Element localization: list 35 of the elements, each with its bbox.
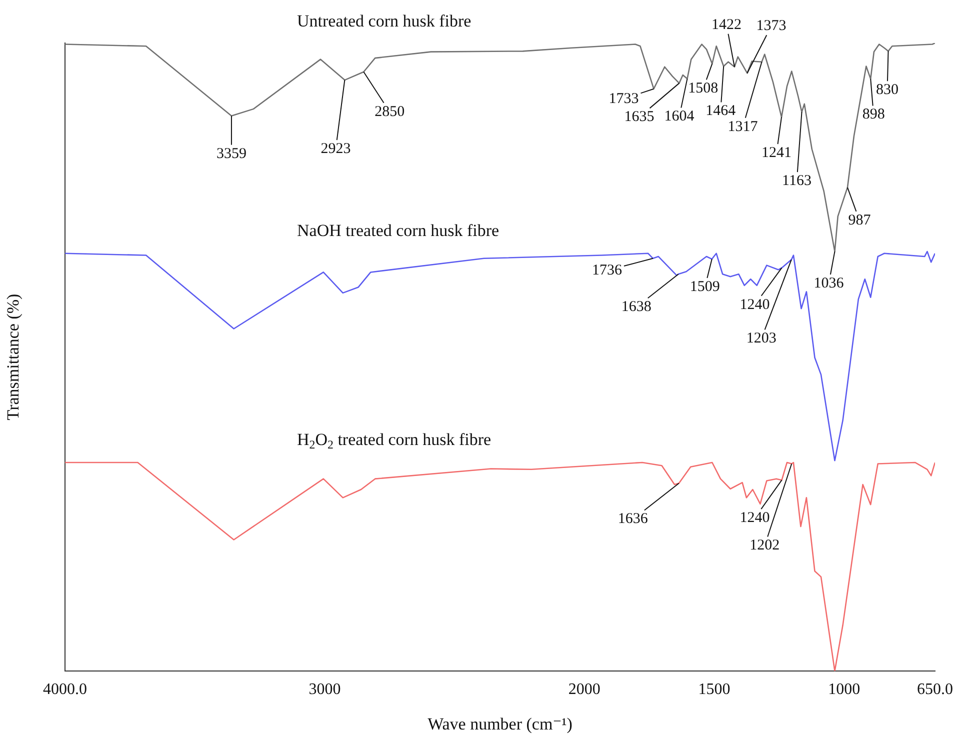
annotation: 1604 — [664, 108, 695, 125]
annotation: 1508 — [688, 80, 718, 97]
series-label: NaOH treated corn husk fibre — [297, 220, 500, 240]
annotation: 1422 — [712, 16, 742, 33]
x-tick-label: 1000 — [828, 680, 860, 698]
x-tick-label: 1500 — [698, 680, 730, 698]
annotation: 2850 — [374, 104, 405, 120]
annotation: 1733 — [608, 90, 639, 107]
annotation: 1736 — [592, 262, 622, 278]
annotation: 1638 — [621, 299, 652, 316]
annotation: 1240 — [740, 510, 770, 526]
x-axis-title: Wave number (cm⁻¹) — [428, 714, 572, 734]
annotation: 830 — [876, 82, 899, 98]
annotation: 1509 — [690, 278, 720, 295]
annotation: 987 — [848, 212, 872, 228]
x-tick-label: 650.0 — [917, 680, 953, 698]
annotation: 1241 — [762, 145, 792, 162]
annotation: 1635 — [624, 109, 654, 126]
annotation: 1373 — [756, 18, 786, 34]
annotation: 1036 — [814, 275, 844, 292]
x-tick-label: 3000 — [308, 680, 341, 698]
annotation: 1163 — [782, 173, 812, 190]
annotation: 1464 — [706, 103, 736, 120]
annotation: 2923 — [320, 140, 351, 157]
annotation: 898 — [862, 106, 885, 123]
y-axis-title: Transmittance (%) — [4, 294, 23, 420]
x-tick-label: 2000 — [568, 680, 600, 698]
series-label: Untreated corn husk fibre — [297, 12, 472, 31]
annotation: 1636 — [618, 511, 648, 528]
annotation: 1317 — [728, 118, 758, 135]
annotation: 1240 — [740, 296, 770, 313]
annotation: 1203 — [746, 330, 776, 347]
annotation: 1202 — [750, 538, 780, 554]
annotation: 3359 — [216, 146, 246, 162]
x-tick-label: 4000.0 — [43, 680, 87, 698]
